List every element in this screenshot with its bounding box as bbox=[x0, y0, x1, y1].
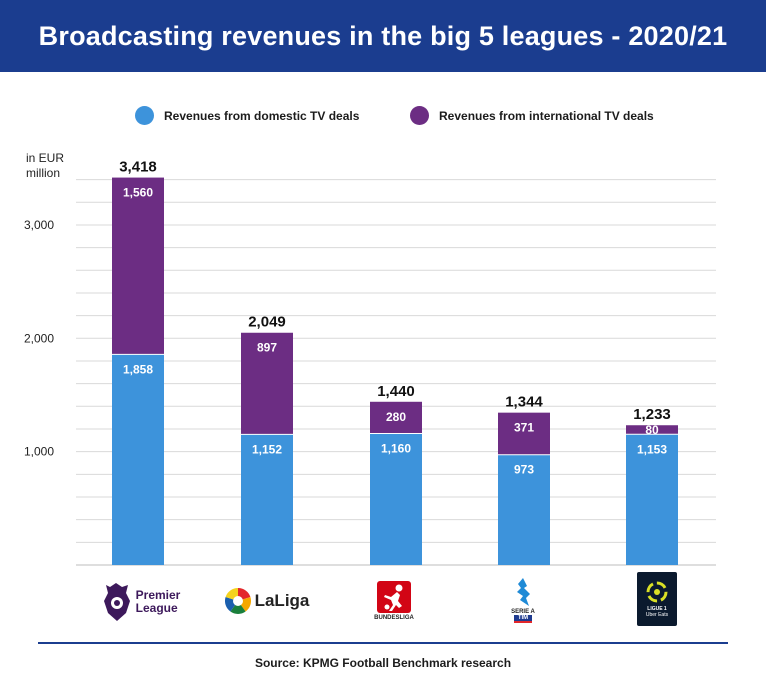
data-label-domestic: 1,858 bbox=[123, 362, 153, 376]
bar-international bbox=[112, 177, 164, 355]
bar-domestic bbox=[241, 434, 293, 565]
legend-item-domestic: Revenues from domestic TV deals bbox=[135, 106, 359, 125]
ligue1-emblem-icon bbox=[646, 581, 668, 602]
legend-label-international: Revenues from international TV deals bbox=[439, 108, 654, 123]
bundesliga-player-icon bbox=[377, 581, 411, 613]
data-label-total: 1,344 bbox=[505, 394, 543, 411]
y-tick-label: 1,000 bbox=[24, 445, 54, 459]
bar-international bbox=[626, 425, 678, 435]
data-label-domestic: 973 bbox=[514, 463, 534, 477]
serie-a-logo: SERIE A TIM bbox=[497, 572, 549, 628]
data-label-total: 2,049 bbox=[248, 314, 286, 331]
ligue1-sponsor-text: Uber Eats bbox=[645, 611, 669, 618]
bundesliga-logo: BUNDESLIGA bbox=[364, 578, 424, 624]
legend-swatch-domestic bbox=[135, 106, 154, 125]
premier-league-logo: Premier League bbox=[96, 580, 186, 624]
title-banner: Broadcasting revenues in the big 5 leagu… bbox=[0, 0, 766, 72]
legend: Revenues from domestic TV deals Revenues… bbox=[0, 106, 766, 126]
y-axis-unit-line1: in EUR bbox=[26, 151, 65, 165]
laliga-ball-icon bbox=[224, 588, 251, 614]
data-label-international: 897 bbox=[257, 341, 277, 355]
data-label-domestic: 1,160 bbox=[381, 442, 411, 456]
y-tick-label: 3,000 bbox=[24, 218, 54, 232]
data-label-domestic: 1,152 bbox=[252, 442, 282, 456]
chart-title: Broadcasting revenues in the big 5 leagu… bbox=[38, 20, 728, 51]
y-tick-label: 2,000 bbox=[24, 331, 54, 345]
data-label-total: 1,440 bbox=[377, 383, 415, 400]
ligue1-text: LIGUE 1 bbox=[647, 605, 667, 612]
data-label-international: 371 bbox=[514, 421, 534, 435]
source-note: Source: KPMG Football Benchmark research bbox=[254, 656, 512, 670]
laliga-text: LaLiga bbox=[254, 591, 310, 610]
premier-league-text-2: League bbox=[135, 601, 178, 615]
bar-domestic bbox=[626, 434, 678, 565]
y-axis-unit-line2: million bbox=[26, 166, 61, 180]
data-label-international: 280 bbox=[386, 410, 406, 424]
serie-a-sponsor-text: TIM bbox=[513, 614, 533, 623]
data-label-total: 3,418 bbox=[119, 159, 157, 176]
y-axis-unit: in EUR million bbox=[26, 151, 64, 181]
bar-international bbox=[241, 332, 293, 435]
data-label-domestic: 1,153 bbox=[637, 442, 667, 456]
bar-international bbox=[498, 412, 550, 455]
legend-item-international: Revenues from international TV deals bbox=[410, 106, 654, 125]
data-label-international: 80 bbox=[645, 423, 659, 437]
bar-international bbox=[370, 401, 422, 434]
ligue1-logo: LIGUE 1 Uber Eats bbox=[637, 572, 677, 626]
data-label-total: 1,233 bbox=[633, 406, 671, 423]
legend-label-domestic: Revenues from domestic TV deals bbox=[164, 108, 360, 123]
serie-a-emblem-icon bbox=[517, 577, 530, 606]
chart-area: 1,000 2,000 3,000 1,858 1,560 3,418 1,152 897 2,… bbox=[24, 159, 716, 566]
footer-divider bbox=[38, 642, 728, 644]
bundesliga-text: BUNDESLIGA bbox=[374, 615, 414, 621]
bar-domestic bbox=[112, 354, 164, 565]
premier-league-text-1: Premier bbox=[135, 588, 181, 602]
serie-a-text: SERIE A bbox=[511, 608, 535, 615]
data-label-international: 1,560 bbox=[123, 186, 153, 200]
bar-domestic bbox=[498, 454, 550, 565]
bar-domestic bbox=[370, 433, 422, 565]
lion-icon bbox=[103, 583, 130, 621]
laliga-logo: LaLiga bbox=[222, 586, 312, 616]
legend-swatch-international bbox=[410, 106, 429, 125]
